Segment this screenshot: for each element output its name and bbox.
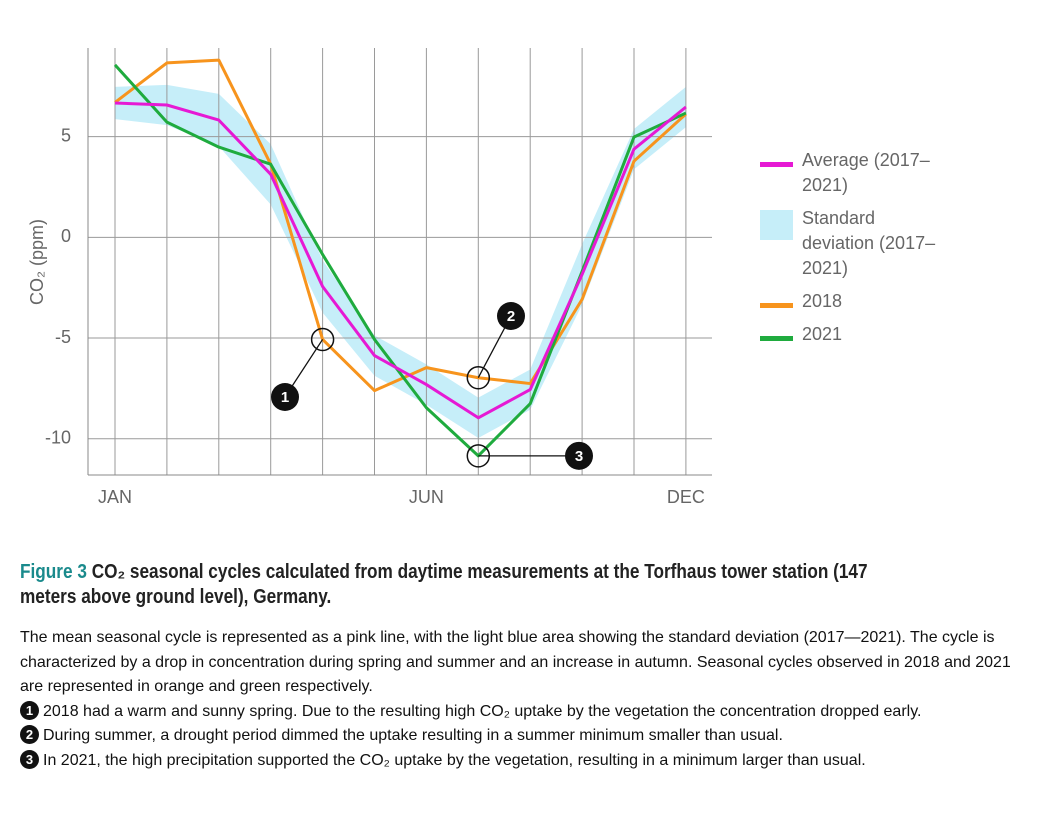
- legend-label: 2018: [802, 291, 843, 311]
- note: 1 2018 had a warm and sunny spring. Due t…: [20, 700, 1035, 725]
- note: 3 In 2021, the high precipitation support…: [20, 749, 1035, 774]
- figure-title: CO₂ seasonal cycles calculated from dayt…: [20, 561, 868, 608]
- figure-number: Figure 3: [20, 561, 87, 583]
- legend-item: 2018: [760, 289, 1010, 314]
- series-line: [114, 58, 687, 393]
- annotation-target: [466, 444, 491, 468]
- legend-label: Average (2017–2021): [802, 150, 930, 195]
- caption: Figure 3 CO₂ seasonal cycles calculated …: [20, 560, 1035, 773]
- note-text: 2018 had a warm and sunny spring. Due to…: [43, 702, 922, 720]
- chart: CO₂ (ppm) -10 -5 0 5 JAN JUN DEC 1 2 3: [27, 48, 712, 507]
- y-axis-label: CO₂ (ppm): [27, 219, 47, 305]
- note-number: 1: [20, 700, 39, 720]
- std-band: [115, 84, 686, 438]
- caption-title: Figure 3 CO₂ seasonal cycles calculated …: [20, 560, 923, 610]
- annotation-number: 2: [507, 308, 515, 325]
- legend-label: Standard deviation (2017–2021): [802, 208, 936, 278]
- notes: 1 2018 had a warm and sunny spring. Due t…: [20, 700, 1035, 774]
- legend-swatch: [760, 336, 793, 341]
- legend-item: Standard deviation (2017–2021): [760, 206, 952, 281]
- annotation-badge: [565, 441, 593, 470]
- note-text: During summer, a drought period dimmed t…: [43, 727, 783, 744]
- note-number: 3: [20, 749, 39, 769]
- x-tick-label: JAN: [98, 487, 132, 507]
- y-tick-label: -10: [45, 427, 71, 447]
- legend-swatch: [760, 303, 793, 308]
- legend-label: 2021: [802, 324, 843, 344]
- note-number: 2: [20, 725, 39, 744]
- series-line: [114, 101, 687, 420]
- legend-item: 2021: [760, 322, 1010, 347]
- y-tick-label: 0: [61, 226, 71, 246]
- note-text: In 2021, the high precipitation supporte…: [43, 751, 866, 769]
- legend: Average (2017–2021) Standard deviation (2…: [760, 148, 1010, 355]
- annotation-target: [466, 365, 491, 390]
- legend-swatch: [760, 162, 793, 167]
- annotation-number: 1: [281, 389, 289, 406]
- x-tick-label: JUN: [409, 487, 444, 507]
- annotation-target: [310, 327, 335, 352]
- annotation-number: 3: [575, 448, 583, 465]
- legend-item: Average (2017–2021): [760, 148, 952, 198]
- annotation-badge: [497, 302, 525, 330]
- y-tick-label: 5: [61, 125, 71, 145]
- caption-body: The mean seasonal cycle is represented a…: [20, 629, 1011, 695]
- series-line: [113, 63, 687, 458]
- annotation-badge: [271, 383, 299, 411]
- x-tick-label: DEC: [667, 487, 705, 507]
- y-tick-label: -5: [55, 327, 71, 347]
- note: 2 During summer, a drought period dimmed …: [20, 724, 1035, 749]
- legend-swatch-band: [760, 210, 793, 240]
